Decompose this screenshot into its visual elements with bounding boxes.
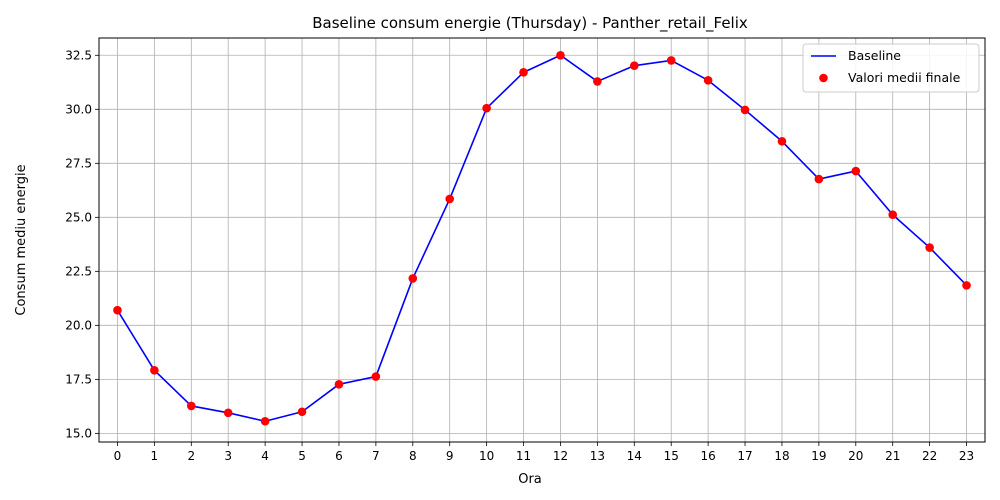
data-point-marker <box>445 194 455 204</box>
x-tick-label: 5 <box>298 449 306 463</box>
x-tick-label: 13 <box>590 449 605 463</box>
chart-title: Baseline consum energie (Thursday) - Pan… <box>312 14 748 33</box>
tick-layer: 0 1 2 3 4 5 6 7 8 9 10 11 12 13 14 15 16 17 18 19 20 21 22 2315… <box>65 48 974 463</box>
data-point-marker <box>408 274 418 283</box>
y-axis-label: Consum mediu energie <box>14 164 29 315</box>
data-point-marker <box>482 103 491 113</box>
x-tick-label: 15 <box>664 449 679 463</box>
x-tick-label: 9 <box>446 449 454 463</box>
x-axis-label: Ora <box>518 472 542 487</box>
data-point-marker <box>334 380 344 389</box>
x-tick-label: 1 <box>151 449 159 463</box>
x-tick-label: 18 <box>774 449 789 463</box>
data-point-marker <box>260 416 270 426</box>
x-tick-label: 14 <box>627 449 642 463</box>
data-point-marker <box>150 365 159 375</box>
data-point-marker <box>371 372 381 381</box>
y-tick-label: 25.0 <box>65 210 92 224</box>
series-layer <box>113 50 971 426</box>
y-tick-label: 22.5 <box>65 264 92 278</box>
legend-marker-swatch <box>819 73 828 83</box>
data-point-marker <box>629 61 639 70</box>
x-tick-label: 4 <box>261 449 269 463</box>
y-tick-label: 30.0 <box>65 102 92 116</box>
x-tick-label: 6 <box>335 449 343 463</box>
data-point-marker <box>703 76 713 85</box>
x-tick-label: 19 <box>811 449 826 463</box>
legend-label-baseline: Baseline <box>848 48 901 63</box>
data-point-marker <box>666 56 676 65</box>
x-tick-label: 8 <box>409 449 417 463</box>
x-tick-label: 16 <box>700 449 715 463</box>
legend-label-valori: Valori medii finale <box>848 70 961 85</box>
x-tick-label: 22 <box>922 449 937 463</box>
baseline-series-line <box>116 54 968 423</box>
data-point-marker <box>186 401 196 411</box>
data-point-marker <box>223 408 233 418</box>
data-point-marker <box>888 210 898 220</box>
x-tick-label: 7 <box>372 449 380 463</box>
legend-box <box>802 43 980 93</box>
x-tick-label: 23 <box>959 449 974 463</box>
data-point-marker <box>593 77 602 86</box>
x-tick-label: 12 <box>553 449 568 463</box>
y-tick-label: 32.5 <box>65 48 92 62</box>
y-tick-label: 27.5 <box>65 156 92 170</box>
data-point-marker <box>814 174 824 184</box>
x-tick-label: 0 <box>114 449 122 463</box>
x-tick-label: 2 <box>187 449 195 463</box>
x-tick-label: 20 <box>848 449 863 463</box>
x-tick-label: 10 <box>479 449 494 463</box>
x-tick-label: 21 <box>885 449 900 463</box>
x-tick-label: 17 <box>737 449 752 463</box>
data-point-marker <box>777 136 787 146</box>
plot-frame <box>98 37 986 443</box>
data-point-marker <box>851 166 861 176</box>
y-tick-label: 15.0 <box>65 426 92 440</box>
data-point-marker <box>740 105 750 115</box>
y-tick-label: 20.0 <box>65 318 92 332</box>
data-point-marker <box>962 281 971 290</box>
x-tick-label: 3 <box>224 449 232 463</box>
data-point-marker <box>925 243 934 252</box>
data-point-marker <box>113 305 122 315</box>
data-point-marker <box>297 407 307 417</box>
data-point-marker <box>556 50 565 60</box>
grid-layer <box>99 38 985 442</box>
y-tick-label: 17.5 <box>65 372 92 386</box>
data-point-marker <box>519 68 528 77</box>
legend: Baseline Valori medii finale <box>802 43 980 93</box>
x-tick-label: 11 <box>516 449 531 463</box>
